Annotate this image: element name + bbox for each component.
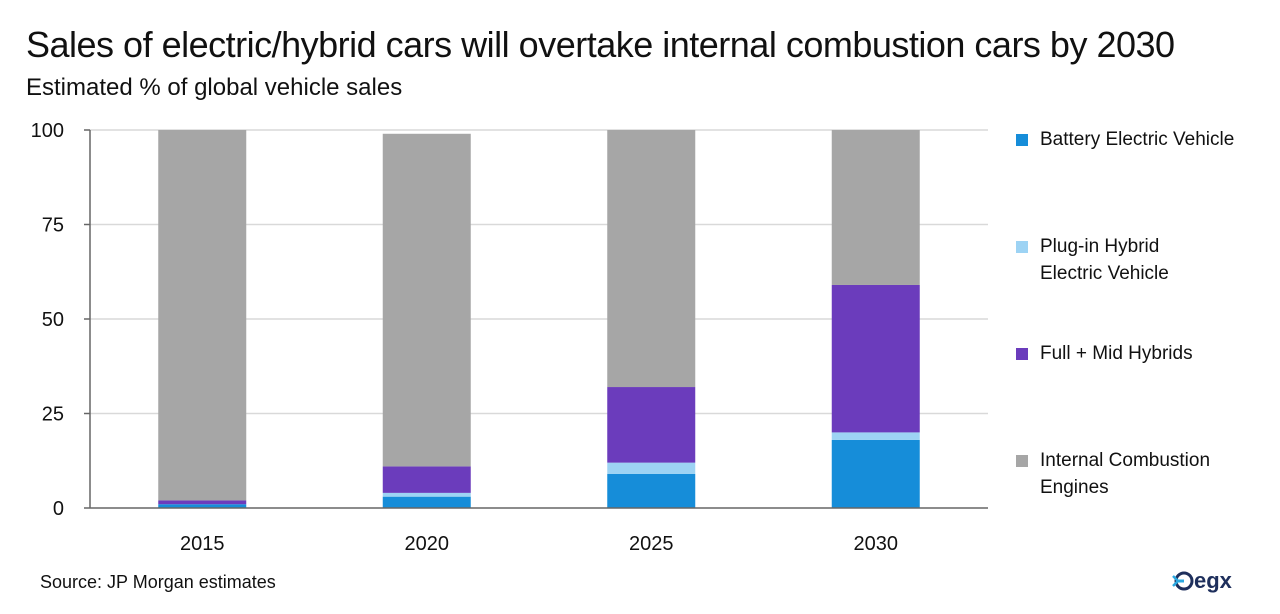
- logo-mark-icon: [1172, 571, 1194, 591]
- legend-label-plug-in-hybrid: Plug-in Hybrid Electric Vehicle: [1040, 236, 1169, 284]
- bar-plug-in-hybrid-electric-vehicle-2025: [607, 462, 696, 474]
- bar-internal-combustion-engines-2030: [831, 130, 920, 285]
- bar-internal-combustion-engines-2020: [382, 133, 471, 467]
- source-note: Source: JP Morgan estimates: [40, 572, 276, 592]
- y-tick-label-50: 50: [42, 309, 64, 331]
- y-tick-label-25: 25: [42, 404, 64, 426]
- legend-swatch-plug-in-hybrid: [1016, 241, 1028, 253]
- egx-logo: egx: [1172, 568, 1233, 593]
- bar-full-mid-hybrids-2025: [607, 387, 696, 463]
- bar-internal-combustion-engines-2015: [158, 130, 247, 501]
- x-tick-label-2020: 2020: [405, 533, 450, 555]
- legend-label-full-mid-hybrids: Full + Mid Hybrids: [1040, 343, 1193, 364]
- y-tick-label-75: 75: [42, 215, 64, 237]
- bar-battery-electric-vehicle-2020: [382, 496, 471, 508]
- legend-item-full-mid-hybrids: Full + Mid Hybrids: [1016, 340, 1266, 367]
- bar-battery-electric-vehicle-2030: [831, 439, 920, 508]
- chart-subtitle: Estimated % of global vehicle sales: [26, 74, 403, 101]
- legend-swatch-internal-combustion: [1016, 455, 1028, 467]
- bar-battery-electric-vehicle-2015: [158, 504, 247, 508]
- x-tick-label-2030: 2030: [854, 533, 899, 555]
- bar-plug-in-hybrid-electric-vehicle-2020: [382, 492, 471, 497]
- legend-item-plug-in-hybrid: Plug-in Hybrid Electric Vehicle: [1016, 233, 1266, 287]
- logo-text: egx: [1194, 568, 1233, 593]
- bar-full-mid-hybrids-2015: [158, 500, 247, 505]
- y-tick-label-0: 0: [53, 498, 64, 520]
- chart-title: Sales of electric/hybrid cars will overt…: [26, 24, 1175, 65]
- bar-full-mid-hybrids-2020: [382, 466, 471, 493]
- legend-swatch-battery-electric: [1016, 134, 1028, 146]
- bar-battery-electric-vehicle-2025: [607, 473, 696, 508]
- legend-label-battery-electric: Battery Electric Vehicle: [1040, 129, 1235, 150]
- bar-full-mid-hybrids-2030: [831, 284, 920, 433]
- y-tick-label-100: 100: [31, 120, 64, 142]
- legend-swatch-full-mid-hybrids: [1016, 348, 1028, 360]
- x-tick-label-2025: 2025: [629, 533, 674, 555]
- legend-label-internal-combustion: Internal Combustion Engines: [1040, 450, 1211, 498]
- bar-internal-combustion-engines-2025: [607, 130, 696, 388]
- legend-item-internal-combustion: Internal Combustion Engines: [1016, 447, 1266, 501]
- legend-item-battery-electric: Battery Electric Vehicle: [1016, 126, 1266, 153]
- bar-plug-in-hybrid-electric-vehicle-2030: [831, 432, 920, 440]
- x-tick-label-2015: 2015: [180, 533, 225, 555]
